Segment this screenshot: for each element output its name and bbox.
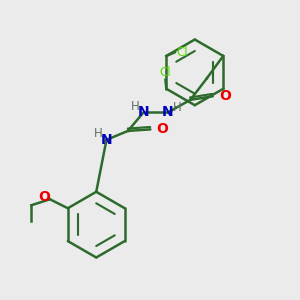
Text: N: N [162,105,174,119]
Text: Cl: Cl [159,66,171,79]
Text: O: O [156,122,168,136]
Text: O: O [219,89,231,103]
Text: N: N [101,133,112,147]
Text: O: O [39,190,50,204]
Text: H: H [173,101,182,114]
Text: H: H [94,127,103,140]
Text: H: H [131,100,140,113]
Text: Cl: Cl [176,46,188,59]
Text: N: N [138,105,149,119]
